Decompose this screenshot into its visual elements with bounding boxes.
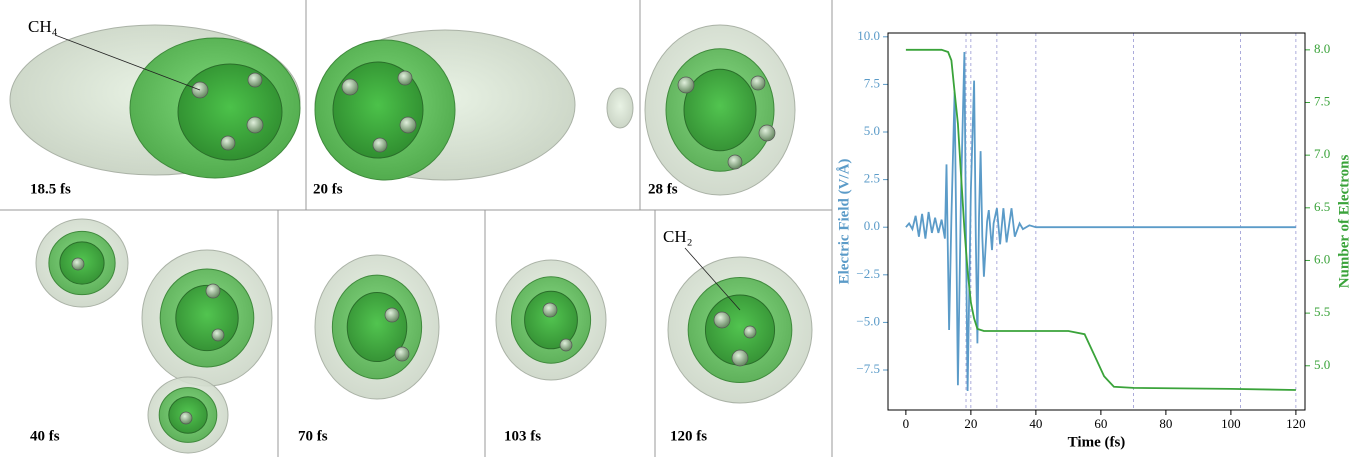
panel-label: 28 fs: [648, 181, 678, 197]
figure: CH₄ CH₂ 18.5 fs 20 fs 28 fs 40 fs 70 fs 103 fs 1…: [0, 0, 1354, 457]
atom: [221, 136, 235, 150]
y-axis-label: Electric Field (V/Å): [836, 159, 852, 285]
y-tick-label: 2.5: [864, 171, 880, 186]
y-tick-label: −7.5: [856, 361, 880, 376]
x-tick-label: 40: [1029, 416, 1042, 431]
y-tick-label: 5.0: [864, 123, 880, 138]
x-tick-label: 80: [1159, 416, 1172, 431]
atom: [543, 303, 557, 317]
chart: 0 20 40 60 80 100 120 −7.5 −5.0 −2.5 0.0 2.5 5.0 7.5 1…: [836, 28, 1352, 451]
x-tick-label: 0: [903, 416, 910, 431]
panel-label: 18.5 fs: [30, 181, 71, 197]
atom: [398, 71, 412, 85]
y2-tick-label: 7.0: [1314, 146, 1330, 161]
atom: [759, 125, 775, 141]
panel-label: 70 fs: [298, 428, 328, 444]
atom: [678, 77, 694, 93]
y-tick-label: 10.0: [857, 28, 880, 43]
y2-tick-label: 5.5: [1314, 304, 1330, 319]
x-axis-label: Time (fs): [1068, 434, 1126, 450]
atom: [560, 339, 572, 351]
atom: [247, 117, 263, 133]
atom: [744, 326, 756, 338]
atom: [206, 284, 220, 298]
y-tick-label: −5.0: [856, 313, 880, 328]
y-tick-label: −2.5: [856, 266, 880, 281]
atom: [732, 350, 748, 366]
panel-label: 103 fs: [504, 428, 541, 444]
x-tick-label: 60: [1094, 416, 1107, 431]
panels: CH₄ CH₂ 18.5 fs 20 fs 28 fs 40 fs 70 fs 103 fs 1…: [0, 0, 832, 457]
x-tick-label: 120: [1286, 416, 1306, 431]
atom: [395, 347, 409, 361]
y2-axis-label: Number of Electrons: [1336, 155, 1352, 289]
x-tick-label: 20: [964, 416, 977, 431]
atom: [72, 258, 84, 270]
annotation: CH₄: [28, 17, 58, 36]
atom: [180, 412, 192, 424]
atom: [373, 138, 387, 152]
y-tick-label: 7.5: [864, 75, 880, 90]
panel-label: 40 fs: [30, 428, 60, 444]
y2-tick-label: 5.0: [1314, 357, 1330, 372]
y2-tick-label: 7.5: [1314, 93, 1330, 108]
atom: [751, 76, 765, 90]
atom: [342, 79, 358, 95]
atom: [385, 308, 399, 322]
y-tick-label: 0.0: [864, 218, 880, 233]
annotation: CH₂: [663, 227, 693, 246]
y2-tick-label: 6.5: [1314, 199, 1330, 214]
x-tick-label: 100: [1221, 416, 1241, 431]
density-inner: [684, 69, 756, 151]
atom: [248, 73, 262, 87]
atom: [728, 155, 742, 169]
panel-label: 20 fs: [313, 181, 343, 197]
atom: [714, 312, 730, 328]
density-outer: [607, 88, 633, 128]
y2-tick-label: 6.0: [1314, 251, 1330, 266]
panel-label: 120 fs: [670, 428, 707, 444]
atom: [400, 117, 416, 133]
y2-tick-label: 8.0: [1314, 41, 1330, 56]
atom: [212, 329, 224, 341]
